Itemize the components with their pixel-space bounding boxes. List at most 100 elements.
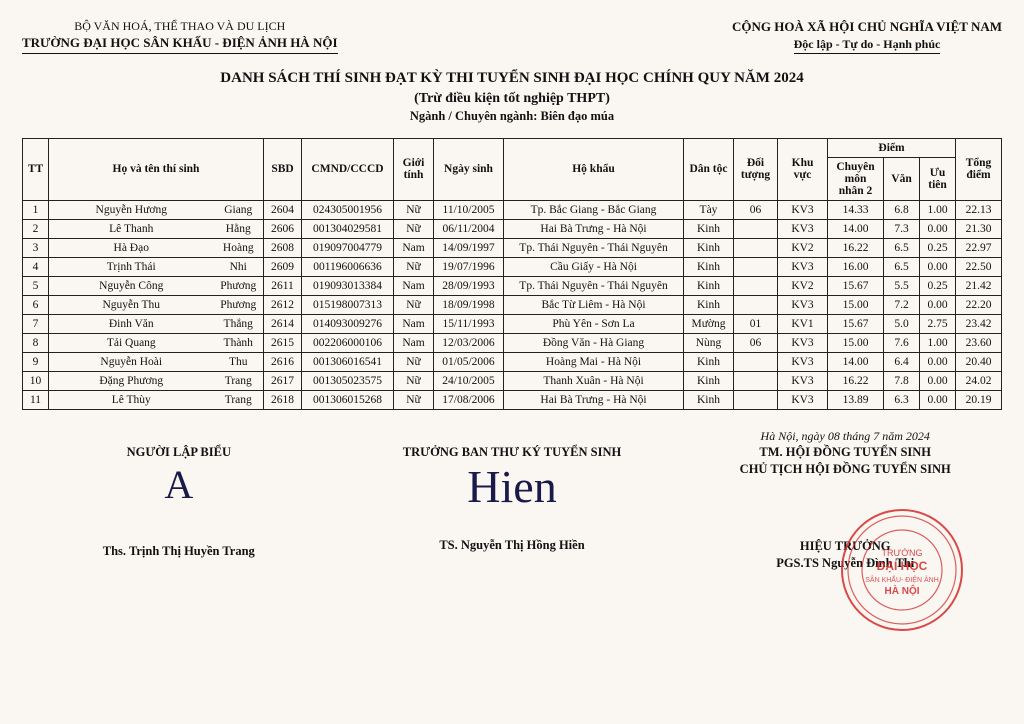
cell-dob: 19/07/1996: [434, 257, 504, 276]
cell-gender: Nữ: [394, 295, 434, 314]
cell-total: 22.13: [956, 200, 1002, 219]
cell-ethnic: Kinh: [684, 295, 734, 314]
cell-total: 23.60: [956, 333, 1002, 352]
ministry-line: BỘ VĂN HOÁ, THỂ THAO VÀ DU LỊCH: [22, 18, 338, 34]
cell-residence: Tp. Bắc Giang - Bắc Giang: [504, 200, 684, 219]
cell-score1: 14.00: [828, 352, 884, 371]
cell-ethnic: Mường: [684, 314, 734, 333]
cell-score3: 0.00: [920, 295, 956, 314]
cell-total: 22.50: [956, 257, 1002, 276]
cell-residence: Hai Bà Trưng - Hà Nội: [504, 390, 684, 409]
cell-tt: 5: [23, 276, 49, 295]
cell-sbd: 2615: [264, 333, 302, 352]
cell-dob: 11/10/2005: [434, 200, 504, 219]
cell-gender: Nữ: [394, 352, 434, 371]
cell-tt: 11: [23, 390, 49, 409]
cell-tt: 9: [23, 352, 49, 371]
title-line3: Ngành / Chuyên ngành: Biên đạo múa: [22, 108, 1002, 126]
sign-left-role: NGƯỜI LẬP BIỂU: [22, 444, 336, 461]
cell-sbd: 2616: [264, 352, 302, 371]
cell-ethnic: Tày: [684, 200, 734, 219]
col-ethnic: Dân tộc: [684, 138, 734, 200]
cell-lastname: Thu: [214, 352, 264, 371]
cell-cmnd: 001306015268: [302, 390, 394, 409]
cell-lastname: Thắng: [214, 314, 264, 333]
cell-score1: 16.22: [828, 371, 884, 390]
cell-score3: 0.25: [920, 238, 956, 257]
cell-sbd: 2609: [264, 257, 302, 276]
cell-gender: Nữ: [394, 200, 434, 219]
cell-residence: Thanh Xuân - Hà Nội: [504, 371, 684, 390]
cell-gender: Nữ: [394, 257, 434, 276]
cell-cmnd: 024305001956: [302, 200, 394, 219]
cell-residence: Đồng Văn - Hà Giang: [504, 333, 684, 352]
cell-total: 20.40: [956, 352, 1002, 371]
cell-score3: 2.75: [920, 314, 956, 333]
cell-firstname: Lê Thanh: [49, 219, 214, 238]
sign-right-role2: CHỦ TỊCH HỘI ĐỒNG TUYỂN SINH: [688, 461, 1002, 478]
col-tt: TT: [23, 138, 49, 200]
cell-cmnd: 001305023575: [302, 371, 394, 390]
country-line: CỘNG HOÀ XÃ HỘI CHỦ NGHĨA VIỆT NAM: [732, 18, 1002, 36]
cell-gender: Nữ: [394, 390, 434, 409]
cell-sbd: 2614: [264, 314, 302, 333]
cell-dob: 06/11/2004: [434, 219, 504, 238]
cell-region: KV3: [778, 257, 828, 276]
cell-ethnic: Kinh: [684, 276, 734, 295]
cell-total: 23.42: [956, 314, 1002, 333]
cell-region: KV3: [778, 219, 828, 238]
cell-residence: Phù Yên - Sơn La: [504, 314, 684, 333]
table-row: 7Đinh VănThắng2614014093009276Nam15/11/1…: [23, 314, 1002, 333]
cell-cmnd: 001304029581: [302, 219, 394, 238]
cell-subject: [734, 295, 778, 314]
cell-total: 21.42: [956, 276, 1002, 295]
motto-line: Độc lập - Tự do - Hạnh phúc: [794, 36, 941, 54]
table-row: 8Tải QuangThành2615002206000106Nam12/03/…: [23, 333, 1002, 352]
cell-score3: 0.00: [920, 257, 956, 276]
cell-residence: Tp. Thái Nguyên - Thái Nguyên: [504, 238, 684, 257]
cell-score2: 6.3: [884, 390, 920, 409]
cell-tt: 7: [23, 314, 49, 333]
cell-dob: 01/05/2006: [434, 352, 504, 371]
cell-residence: Hai Bà Trưng - Hà Nội: [504, 219, 684, 238]
col-score3: Ưu tiên: [920, 157, 956, 200]
cell-lastname: Hằng: [214, 219, 264, 238]
cell-tt: 2: [23, 219, 49, 238]
cell-score3: 1.00: [920, 333, 956, 352]
cell-firstname: Nguyễn Thu: [49, 295, 214, 314]
cell-firstname: Nguyễn Hoài: [49, 352, 214, 371]
cell-cmnd: 001306016541: [302, 352, 394, 371]
cell-firstname: Hà Đạo: [49, 238, 214, 257]
cell-subject: [734, 219, 778, 238]
cell-tt: 4: [23, 257, 49, 276]
cell-lastname: Phương: [214, 276, 264, 295]
cell-region: KV3: [778, 295, 828, 314]
title-line2: (Trừ điều kiện tốt nghiệp THPT): [22, 89, 1002, 109]
cell-subject: 06: [734, 200, 778, 219]
sign-mid-name: TS. Nguyễn Thị Hồng Hiền: [355, 537, 669, 554]
cell-score2: 7.3: [884, 219, 920, 238]
cell-total: 21.30: [956, 219, 1002, 238]
cell-dob: 15/11/1993: [434, 314, 504, 333]
cell-lastname: Trang: [214, 371, 264, 390]
cell-score3: 0.25: [920, 276, 956, 295]
cell-sbd: 2617: [264, 371, 302, 390]
cell-score1: 15.67: [828, 276, 884, 295]
cell-score1: 15.00: [828, 333, 884, 352]
cell-tt: 8: [23, 333, 49, 352]
col-sbd: SBD: [264, 138, 302, 200]
table-row: 5Nguyễn CôngPhương2611019093013384Nam28/…: [23, 276, 1002, 295]
cell-region: KV3: [778, 333, 828, 352]
cell-tt: 1: [23, 200, 49, 219]
cell-ethnic: Kinh: [684, 352, 734, 371]
cell-gender: Nữ: [394, 371, 434, 390]
cell-dob: 28/09/1993: [434, 276, 504, 295]
cell-score1: 14.00: [828, 219, 884, 238]
stamp-line3: SÂN KHẤU- ĐIỆN ẢNH: [865, 574, 939, 584]
table-row: 11Lê ThùyTrang2618001306015268Nữ17/08/20…: [23, 390, 1002, 409]
cell-cmnd: 002206000106: [302, 333, 394, 352]
sign-mid-signature: Hien: [355, 469, 669, 531]
cell-ethnic: Kinh: [684, 390, 734, 409]
table-row: 1Nguyễn HươngGiang2604024305001956Nữ11/1…: [23, 200, 1002, 219]
cell-tt: 10: [23, 371, 49, 390]
